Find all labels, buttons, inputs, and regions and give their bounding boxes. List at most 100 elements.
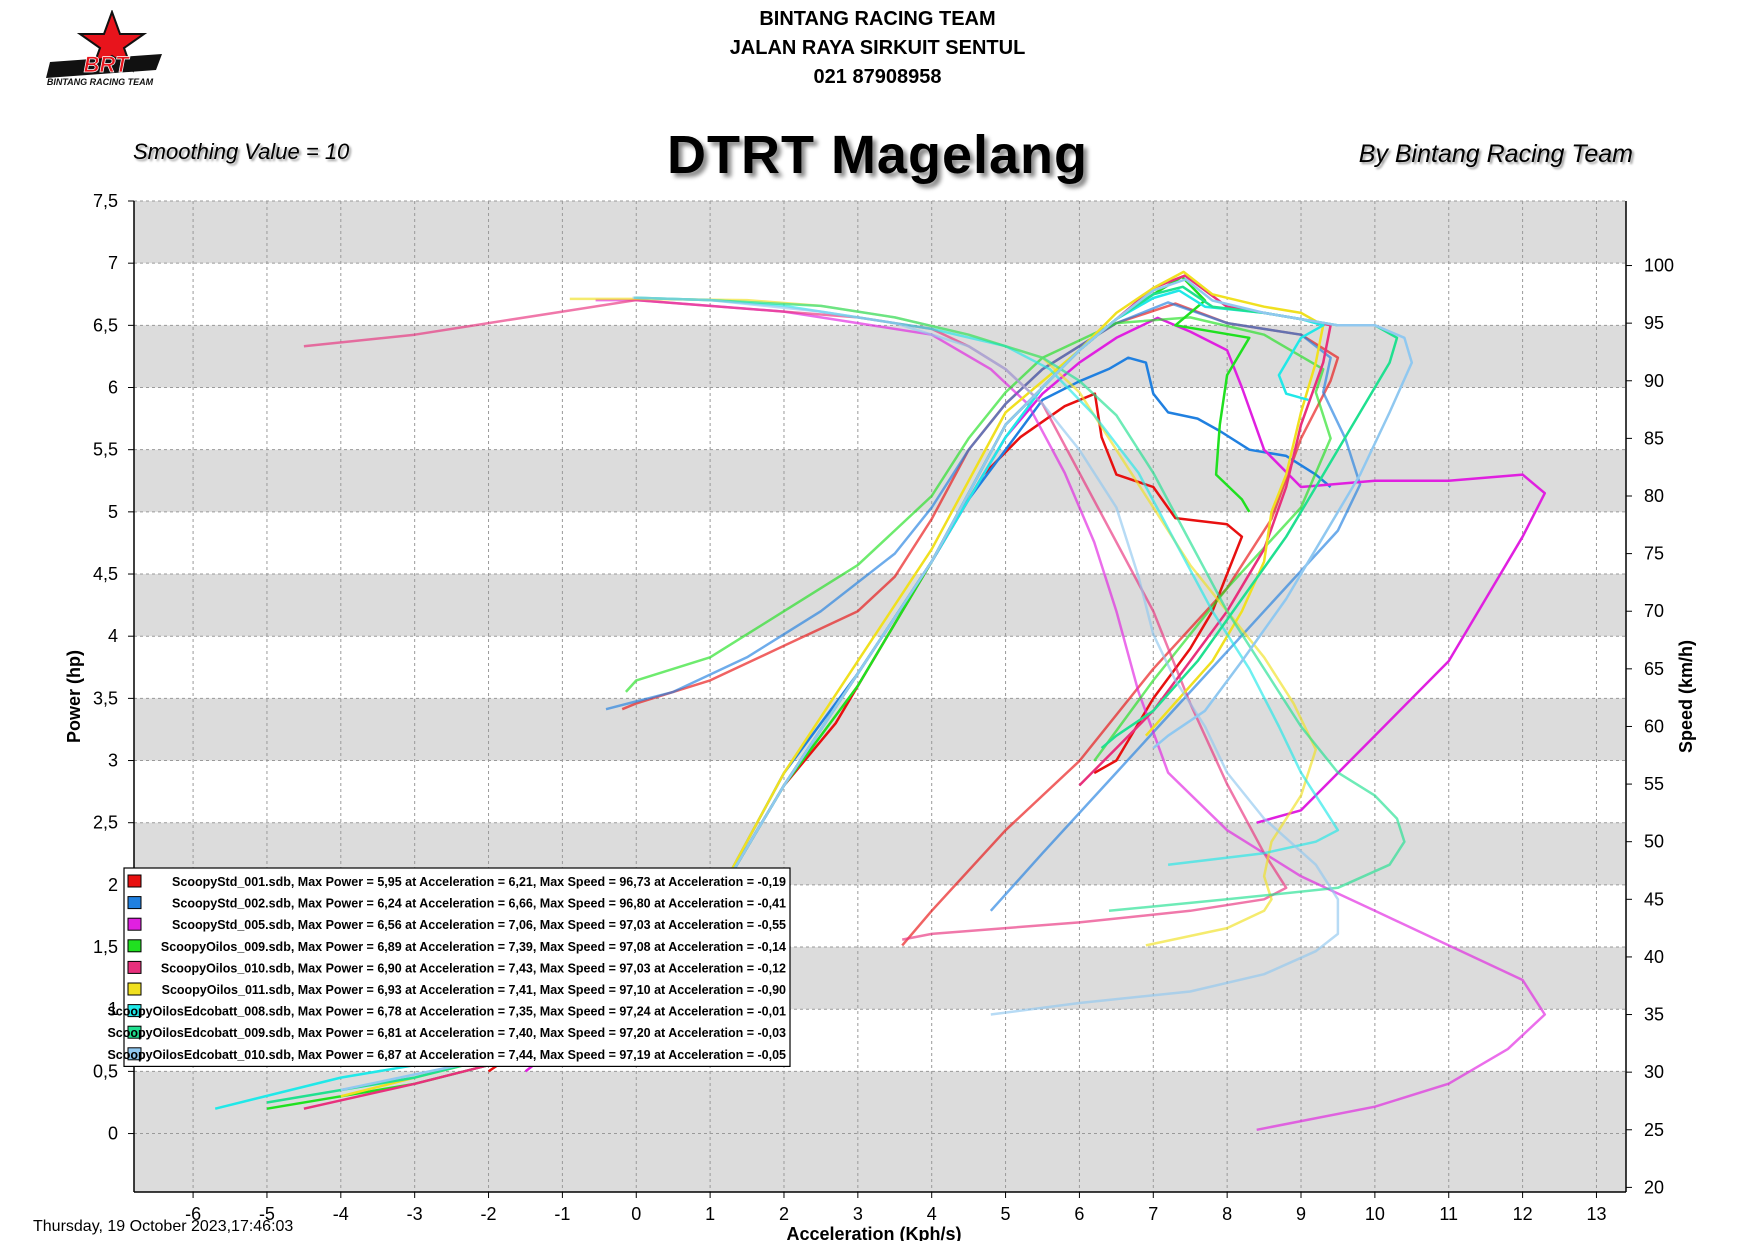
x-tick-label: -3 [407, 1204, 423, 1224]
x-tick-label: 13 [1586, 1204, 1606, 1224]
legend-entry: ScoopyStd_002.sdb, Max Power = 6,24 at A… [172, 897, 786, 911]
y-tick-label: 5 [108, 502, 118, 522]
y-tick-label: 4,5 [93, 564, 118, 584]
y2-tick-label: 80 [1644, 486, 1664, 506]
y-tick-label: 6 [108, 378, 118, 398]
y2-tick-label: 50 [1644, 832, 1664, 852]
brt-logo: BRT BINTANG RACING TEAM [44, 9, 174, 90]
legend-entry: ScoopyStd_005.sdb, Max Power = 6,56 at A… [172, 918, 786, 932]
speed-curve-2 [605, 301, 1362, 912]
legend-swatch [127, 982, 142, 996]
logo-subtext: BINTANG RACING TEAM [47, 77, 154, 87]
y2-tick-label: 90 [1644, 371, 1664, 391]
x-tick-label: 9 [1296, 1204, 1306, 1224]
grid-band [134, 1071, 1626, 1134]
byline: By Bintang Racing Team [1358, 140, 1633, 168]
x-tick-label: 6 [1074, 1204, 1084, 1224]
logo-star [76, 9, 148, 73]
y-tick-label: 4 [108, 626, 118, 646]
legend-entry: ScoopyOilos_009.sdb, Max Power = 6,89 at… [161, 940, 786, 954]
y-tick-label: 5,5 [93, 440, 118, 460]
header-line-2: JALAN RAYA SIRKUIT SENTUL [729, 37, 1026, 59]
x-tick-label: -4 [333, 1204, 349, 1224]
y2-tick-label: 55 [1644, 774, 1664, 794]
legend-entry: ScoopyOilos_011.sdb, Max Power = 6,93 at… [162, 983, 786, 997]
y-tick-label: 1 [108, 999, 118, 1019]
chart-title: DTRT Magelang [666, 125, 1088, 185]
legend-entry: ScoopyOilosEdcobatt_010.sdb, Max Power =… [107, 1048, 786, 1062]
power-curve-6 [340, 270, 1325, 1098]
legend-swatch [127, 874, 142, 888]
legend-swatch [127, 917, 142, 931]
y2-tick-label: 85 [1644, 428, 1664, 448]
speed-curve-3 [595, 298, 1547, 1132]
y-tick-label: 6,5 [93, 315, 118, 335]
y2-tick-label: 60 [1644, 716, 1664, 736]
legend-swatch [127, 1025, 142, 1039]
y-tick-label: 3 [108, 751, 118, 771]
legend-entry: ScoopyOilosEdcobatt_009.sdb, Max Power =… [107, 1026, 786, 1040]
y-tick-label: 1,5 [93, 937, 118, 957]
x-tick-label: -6 [185, 1204, 201, 1224]
legend-swatch [127, 1047, 142, 1061]
y2-tick-label: 75 [1644, 544, 1664, 564]
grid-band [134, 1133, 1626, 1192]
y-tick-label: 0 [108, 1124, 118, 1144]
x-tick-label: 12 [1513, 1204, 1533, 1224]
y-axis-title: Power (hp) [64, 650, 84, 743]
x-tick-label: 1 [705, 1204, 715, 1224]
x-tick-label: 10 [1365, 1204, 1385, 1224]
y-tick-label: 0,5 [93, 1061, 118, 1081]
legend-swatch [127, 896, 142, 910]
speed-curve-8 [634, 296, 1406, 913]
x-tick-label: -2 [481, 1204, 497, 1224]
x-tick-label: 5 [1001, 1204, 1011, 1224]
legend-swatch [127, 960, 142, 974]
y2-tick-label: 100 [1644, 256, 1674, 276]
speed-curve-9 [632, 296, 1340, 1016]
y-tick-label: 3,5 [93, 688, 118, 708]
x-tick-label: 4 [927, 1204, 937, 1224]
x-tick-label: 2 [779, 1204, 789, 1224]
y2-tick-label: 35 [1644, 1005, 1664, 1025]
x-axis-title: Acceleration (Kph/s) [786, 1224, 961, 1241]
y2-tick-label: 20 [1644, 1177, 1664, 1197]
x-tick-label: -5 [259, 1204, 275, 1224]
x-tick-label: -1 [554, 1204, 570, 1224]
legend-entry: ScoopyOilos_010.sdb, Max Power = 6,90 at… [161, 961, 786, 975]
y2-tick-label: 45 [1644, 889, 1664, 909]
legend-swatch [127, 939, 142, 953]
y-tick-label: 7 [108, 253, 118, 273]
power-curve-2 [487, 356, 1332, 1067]
x-tick-label: 11 [1439, 1204, 1458, 1224]
y-tick-label: 7,5 [93, 191, 118, 211]
y2-tick-label: 95 [1644, 313, 1664, 333]
x-tick-label: 7 [1148, 1204, 1158, 1224]
legend-entry: ScoopyOilosEdcobatt_008.sdb, Max Power =… [107, 1005, 786, 1019]
y2-tick-label: 30 [1644, 1062, 1664, 1082]
speed-curve-4 [624, 316, 1332, 762]
grid-band [134, 201, 1626, 264]
logo-text: BRT [84, 52, 130, 77]
header-line-1: BINTANG RACING TEAM [759, 8, 996, 30]
legend-box [123, 867, 791, 1067]
grid-band [134, 325, 1626, 388]
timestamp: Thursday, 19 October 2023,17:46:03 [33, 1218, 294, 1235]
y-tick-label: 2 [108, 875, 118, 895]
legend-swatch [127, 1004, 142, 1018]
y2-tick-label: 70 [1644, 601, 1664, 621]
x-tick-label: 8 [1222, 1204, 1232, 1224]
smoothing-label: Smoothing Value = 10 [133, 139, 350, 164]
y2-axis-title: Speed (km/h) [1676, 640, 1696, 753]
y2-tick-label: 65 [1644, 659, 1664, 679]
x-tick-label: 0 [631, 1204, 641, 1224]
legend-entry: ScoopyStd_001.sdb, Max Power = 5,95 at A… [172, 875, 786, 889]
y2-tick-label: 40 [1644, 947, 1664, 967]
power-curve-9 [340, 278, 1414, 1092]
grid-band [134, 698, 1626, 761]
x-tick-label: 3 [853, 1204, 863, 1224]
y-tick-label: 2,5 [93, 813, 118, 833]
y2-tick-label: 25 [1644, 1120, 1664, 1140]
header-line-3: 021 87908958 [813, 66, 942, 88]
